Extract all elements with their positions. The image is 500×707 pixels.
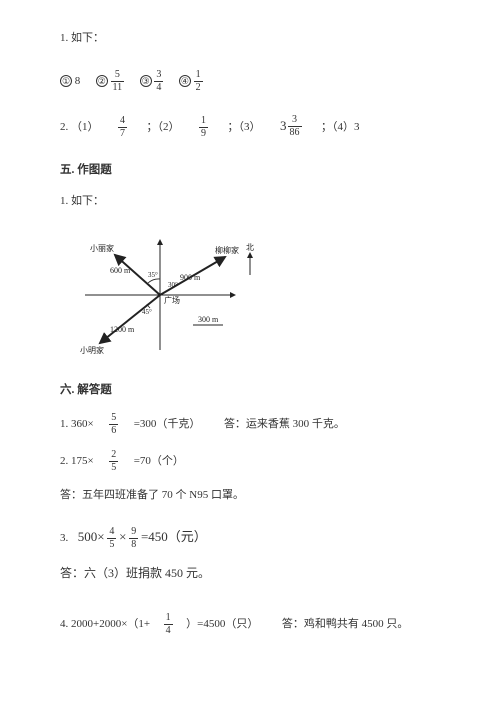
label-sw-dist: 1200 m — [110, 325, 135, 334]
q2-pre: 2. 175× — [60, 455, 94, 467]
p1-label: （1） — [71, 121, 99, 133]
p2-frac: 19 — [199, 116, 208, 139]
label-ang1: 35° — [148, 271, 158, 279]
diagram-container: 小丽家 600 m 柳柳家 900 m 小明家 1200 m 广场 35° 30… — [60, 225, 450, 365]
p4-label: ；（4）3 — [321, 121, 360, 133]
label-center: 广场 — [164, 295, 180, 305]
q3-f2: 98 — [129, 527, 138, 550]
frac-4: 12 — [194, 70, 203, 93]
badge-3: ③ — [140, 75, 152, 87]
badge-2: ② — [96, 75, 108, 87]
q3-row: 3. 500× 45 × 98 =450（元） — [60, 527, 450, 550]
q3-x: × — [119, 529, 126, 544]
q1-mid: =300（千克） — [134, 418, 201, 430]
val-1: 8 — [75, 75, 81, 87]
q1-pre: 1. 360× — [60, 418, 94, 430]
label-sw: 小明家 — [80, 345, 104, 355]
sec2-row: 2. （1） 47 ；（2） 19 ；（3） 3 386 ；（4）3 — [60, 115, 450, 139]
label-ang2: 30° — [168, 281, 178, 289]
sec1-row: ① 8 ② 511 ③ 34 ④ 12 — [60, 70, 450, 93]
label-nw: 小丽家 — [90, 243, 114, 253]
q4-frac: 14 — [164, 613, 173, 636]
section-six-title: 六. 解答题 — [60, 381, 450, 399]
q2-frac: 25 — [109, 450, 118, 473]
sec2-head: 2. — [60, 121, 68, 133]
q1-row: 1. 360× 56 =300（千克） 答：运来香蕉 300 千克。 — [60, 413, 450, 436]
label-ne-dist: 900 m — [180, 273, 201, 282]
q3-n: 3. — [60, 532, 68, 544]
q3-ans: 答：六（3）班捐款 450 元。 — [60, 564, 450, 583]
label-ang3: 45° — [142, 308, 152, 316]
q4-mid: ）=4500（只） — [186, 618, 258, 630]
badge-4: ④ — [179, 75, 191, 87]
document-page: 1. 如下： ① 8 ② 511 ③ 34 ④ 12 2. （1） 47 ；（2… — [0, 0, 500, 670]
sec1-head: 1. 如下： — [60, 30, 450, 48]
badge-1: ① — [60, 75, 72, 87]
q3-f1: 45 — [107, 527, 116, 550]
frac-2: 511 — [111, 70, 125, 93]
q2-ans: 答：五年四班准备了 70 个 N95 口罩。 — [60, 487, 450, 505]
label-north: 北 — [246, 243, 254, 252]
p3-label: ；（3） — [228, 121, 261, 133]
label-ne: 柳柳家 — [215, 245, 239, 255]
q2-mid: =70（个） — [134, 455, 184, 467]
q4-row: 4. 2000+2000×（1+ 14 ）=4500（只） 答：鸡和鸭共有 45… — [60, 613, 450, 636]
p1-frac: 47 — [118, 116, 127, 139]
p2-label: ；（2） — [147, 121, 180, 133]
label-nw-dist: 600 m — [110, 266, 131, 275]
q3-post: =450（元） — [141, 529, 207, 544]
q4-pre: 4. 2000+2000×（1+ — [60, 618, 150, 630]
q1-ans: 答：运来香蕉 300 千克。 — [224, 418, 345, 430]
p3-mixed: 3 386 — [280, 115, 302, 138]
frac-3: 34 — [154, 70, 163, 93]
section-five-sub: 1. 如下： — [60, 193, 450, 211]
q3-pre: 500× — [78, 529, 105, 544]
label-scale: 300 m — [198, 315, 219, 324]
section-five-title: 五. 作图题 — [60, 161, 450, 179]
direction-diagram: 小丽家 600 m 柳柳家 900 m 小明家 1200 m 广场 35° 30… — [60, 225, 270, 365]
q2-row: 2. 175× 25 =70（个） — [60, 450, 450, 473]
q4-ans: 答：鸡和鸭共有 4500 只。 — [282, 618, 409, 630]
q1-frac: 56 — [109, 413, 118, 436]
